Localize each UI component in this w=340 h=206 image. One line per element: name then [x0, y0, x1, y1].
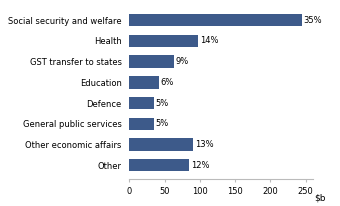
- Bar: [129, 138, 193, 151]
- Bar: [129, 55, 174, 68]
- Text: 14%: 14%: [200, 36, 218, 46]
- Text: 13%: 13%: [195, 140, 214, 149]
- Text: $b: $b: [314, 193, 326, 202]
- Bar: [129, 97, 154, 109]
- Bar: [129, 14, 302, 26]
- Text: 5%: 5%: [155, 119, 169, 128]
- Text: 5%: 5%: [155, 98, 169, 108]
- Text: 12%: 12%: [191, 161, 209, 170]
- Bar: [129, 35, 199, 47]
- Text: 6%: 6%: [160, 78, 174, 87]
- Text: 9%: 9%: [175, 57, 188, 66]
- Text: 35%: 35%: [304, 16, 322, 25]
- Bar: [129, 118, 154, 130]
- Bar: [129, 76, 159, 89]
- Bar: [129, 159, 189, 171]
